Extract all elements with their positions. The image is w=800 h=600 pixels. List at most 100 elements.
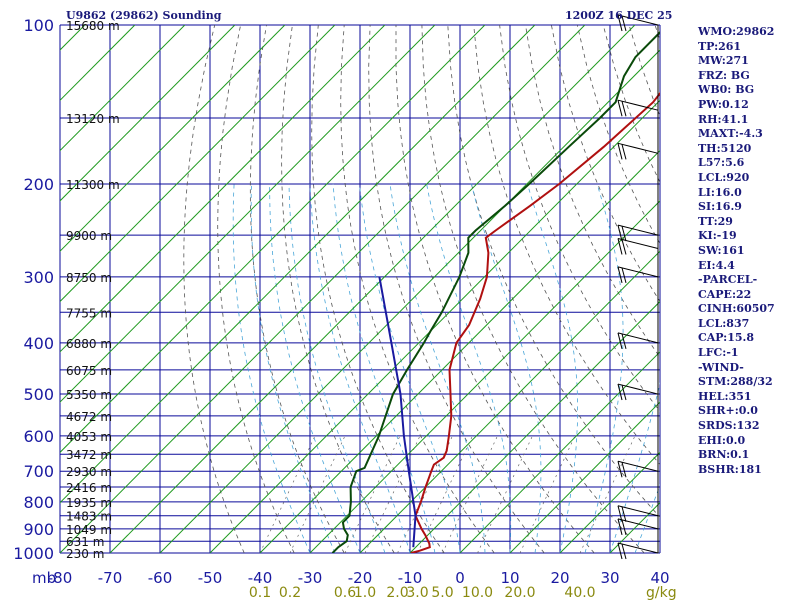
dry-adiabat xyxy=(311,25,445,553)
isotherm xyxy=(109,25,636,553)
moist-adiabat xyxy=(332,183,436,553)
isotherm xyxy=(60,25,186,152)
moist-adiabat xyxy=(389,183,486,553)
wind-barb xyxy=(617,332,659,350)
pressure-tick-label: 1000 xyxy=(13,544,54,563)
height-label: 1483 m xyxy=(66,510,112,524)
parcel-path xyxy=(378,276,417,548)
index-entry: SHR+:0.0 xyxy=(698,404,758,418)
dry-adiabat xyxy=(525,25,660,358)
wind-barb xyxy=(617,460,659,478)
pressure-tick-label: 600 xyxy=(23,427,54,446)
index-entry: CAPE:22 xyxy=(698,287,752,301)
isotherm xyxy=(60,25,386,353)
height-label: 13120 m xyxy=(66,112,120,126)
dry-adiabat xyxy=(249,25,345,553)
dewpoint-profile xyxy=(331,30,660,553)
wind-barb xyxy=(617,142,659,160)
wind-barb xyxy=(617,224,659,242)
mixing-ratio-label: 2.0 xyxy=(386,585,408,600)
mixing-ratio-label: 3.0 xyxy=(406,585,428,600)
mixing-ratio-line xyxy=(519,435,576,553)
isotherm xyxy=(559,451,660,553)
mixing-ratio-line xyxy=(289,435,346,553)
dry-adiabat xyxy=(183,25,245,553)
temperature-pressure-grid xyxy=(59,24,661,554)
index-list: WMO:29862 TP:261 MW:271 FRZ: BG WB0: BG PW:0.… xyxy=(698,25,775,477)
mixing-ratio-label: 10.0 xyxy=(462,585,493,600)
isotherm xyxy=(459,351,660,553)
index-entry: -WIND- xyxy=(698,360,744,374)
temperature-tick-label: -20 xyxy=(348,569,373,587)
dry-adiabat xyxy=(576,25,660,245)
height-label: 11300 m xyxy=(66,178,120,192)
isotherm xyxy=(60,25,436,403)
height-label: 7755 m xyxy=(66,306,112,320)
isotherms xyxy=(60,25,660,553)
height-label: 1049 m xyxy=(66,523,112,537)
isotherm xyxy=(60,25,536,504)
temperature-profile xyxy=(410,91,660,553)
pressure-tick-label: 500 xyxy=(23,385,54,404)
mixing-ratio-label: 0.6 xyxy=(334,585,356,600)
index-entry: MW:271 xyxy=(698,54,749,68)
pressure-tick-label: 300 xyxy=(23,268,54,287)
height-label: 3472 m xyxy=(66,448,112,462)
moist-adiabat xyxy=(269,183,361,553)
height-label: 8750 m xyxy=(66,271,112,285)
moist-adiabats xyxy=(232,183,660,553)
index-entry: BRN:0.1 xyxy=(698,448,750,462)
temperature-tick-label: -80 xyxy=(48,569,73,587)
temperature-tick-label: -10 xyxy=(398,569,423,587)
index-entry: LCL:837 xyxy=(698,316,750,330)
wind-barb xyxy=(617,542,659,560)
index-entry: SW:161 xyxy=(698,243,745,257)
index-entry: RH:41.1 xyxy=(698,112,749,126)
index-entry: L57:5.6 xyxy=(698,156,745,170)
height-label: 4672 m xyxy=(66,410,112,424)
wind-barbs xyxy=(617,14,659,560)
height-label: 1935 m xyxy=(66,496,112,510)
moist-adiabat xyxy=(359,183,461,553)
temperature-tick-label: -60 xyxy=(148,569,173,587)
dry-adiabat xyxy=(421,25,645,553)
mixing-ratio-label: 40.0 xyxy=(564,585,595,600)
mixing-ratio-label: 0.2 xyxy=(279,585,301,600)
index-entry: TT:29 xyxy=(698,214,733,228)
height-label: 230 m xyxy=(66,547,104,561)
height-label: 15680 m xyxy=(66,19,120,33)
dry-adiabat xyxy=(447,25,660,518)
pressure-tick-label: 900 xyxy=(23,520,54,539)
pressure-tick-label: 800 xyxy=(23,493,54,512)
isotherm xyxy=(509,401,660,553)
isotherm xyxy=(60,25,236,202)
mixing-ratio-line xyxy=(442,435,498,553)
isotherm xyxy=(309,200,660,553)
isotherm xyxy=(359,250,660,553)
isotherm xyxy=(60,25,286,252)
wind-barb xyxy=(617,266,659,284)
mixing-ratio-label: 0.1 xyxy=(249,585,271,600)
isotherm xyxy=(60,25,486,454)
moist-adiabat xyxy=(634,483,660,553)
index-entry: LCL:920 xyxy=(698,170,750,184)
height-label: 2930 m xyxy=(66,465,112,479)
moist-adiabat xyxy=(527,183,578,553)
isotherm xyxy=(259,149,660,553)
dry-adiabats xyxy=(183,25,800,553)
temperature-tick-label: -30 xyxy=(298,569,323,587)
mixing-ratio-label: 20.0 xyxy=(504,585,535,600)
moist-adiabat xyxy=(609,382,660,553)
isotherm xyxy=(60,25,586,553)
sounding-profiles xyxy=(331,30,660,553)
index-entry: MAXT:-4.3 xyxy=(698,127,763,141)
dry-adiabat xyxy=(340,25,495,553)
pressure-tick-label: 100 xyxy=(23,16,54,35)
isotherm xyxy=(209,99,660,553)
height-label: 5350 m xyxy=(66,388,112,402)
height-label: 6075 m xyxy=(66,364,112,378)
temperature-tick-label: 40 xyxy=(650,569,669,587)
isotherm xyxy=(409,300,660,553)
dry-adiabat xyxy=(785,25,800,553)
